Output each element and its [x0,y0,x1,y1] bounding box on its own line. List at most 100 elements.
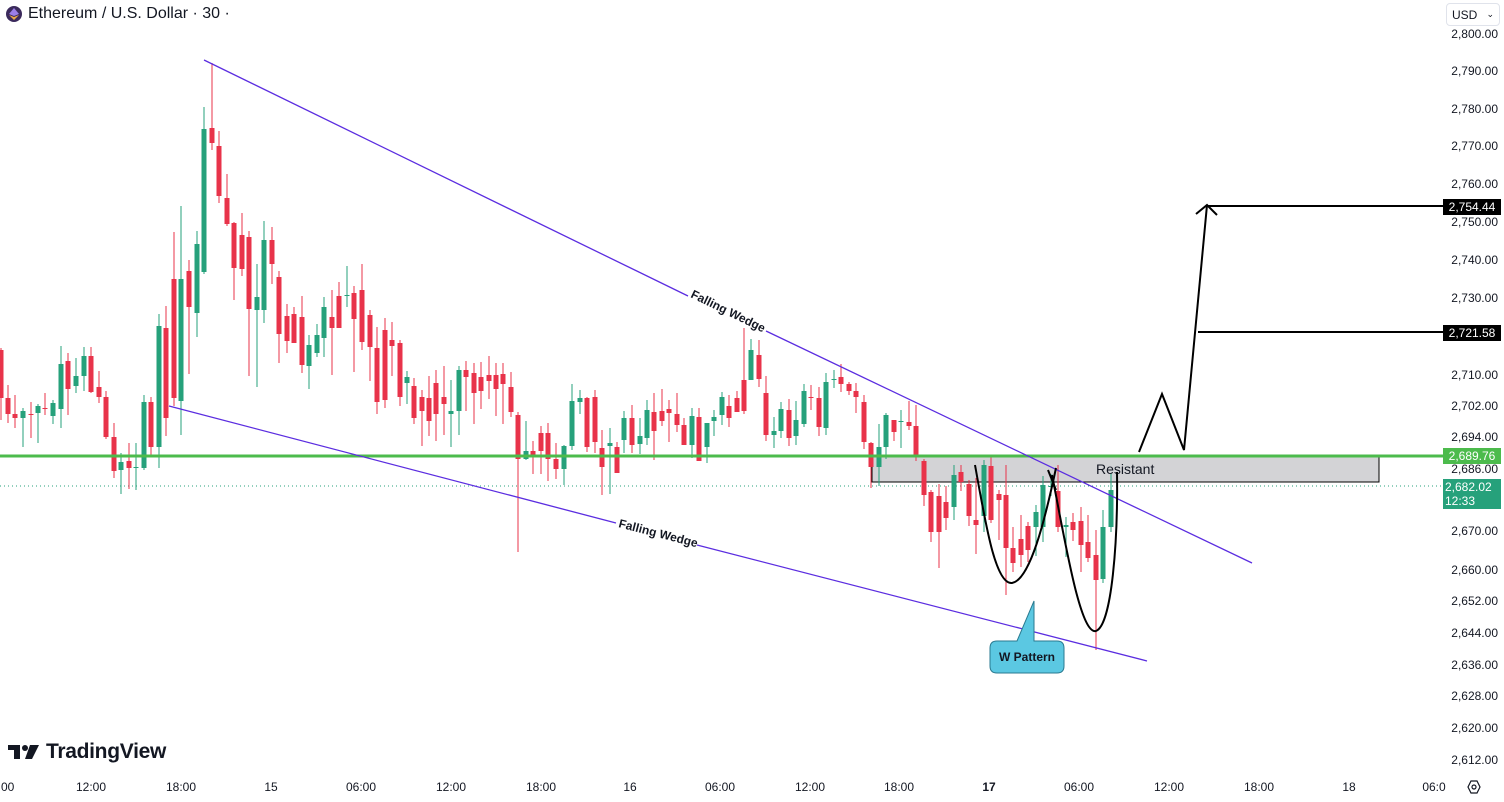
candle [1040,476,1046,542]
candle [321,297,327,357]
candle [367,310,373,381]
candle [411,378,417,424]
candle [689,408,695,458]
price-axis-label: 2,686.00 [1451,462,1498,476]
wedge-upper-trendline-b[interactable] [765,330,1253,564]
candle [88,347,94,393]
candle [988,456,994,523]
candle [801,384,807,427]
candle [577,390,583,414]
candle [883,413,889,459]
candle [748,339,754,380]
w-pattern-right-curve[interactable] [1051,471,1119,632]
candle [306,335,312,389]
candle [1003,465,1009,595]
time-axis-label: 12:00 [435,780,467,794]
candle [891,420,897,441]
candle [861,395,867,449]
candle [928,490,934,542]
time-axis-label: 06:00 [1063,780,1095,794]
candle [1078,507,1084,572]
candle [194,231,200,337]
price-tag: 2,754.44 [1443,199,1501,215]
candle [666,400,672,442]
candle [936,484,942,568]
candle [171,232,177,406]
candle [456,366,462,435]
candle [314,324,320,357]
price-axis-label: 2,780.00 [1451,102,1498,116]
currency-select[interactable]: USD ⌄ [1446,3,1500,26]
wedge-upper-trendline-a[interactable] [203,59,689,297]
wedge-lower-trendline-b[interactable] [696,544,1148,662]
price-axis-label: 2,694.00 [1451,430,1498,444]
candle [336,282,342,328]
price-axis-label: 2,800.00 [1451,27,1498,41]
candle [231,222,237,300]
time-axis-label: 18:00 [883,780,915,794]
price-axis-label: 2,790.00 [1451,64,1498,78]
candle [426,376,432,436]
candle [584,397,590,452]
candle [156,314,162,468]
wedge-lower-trendline-a[interactable] [168,405,617,524]
candle [118,453,124,494]
price-axis-label: 2,670.00 [1451,524,1498,538]
time-axis-label: 16 [623,780,637,794]
candle [523,421,529,460]
candle [374,327,380,414]
time-axis-label: 06:0 [1422,780,1446,794]
candle [816,387,822,436]
candle [65,353,71,415]
candle [261,221,267,323]
candle [943,486,949,530]
candle [389,322,395,376]
candle [726,395,732,427]
price-tag: 2,721.58 [1443,325,1501,341]
price-axis-label: 2,652.00 [1451,594,1498,608]
price-axis-label: 2,628.00 [1451,689,1498,703]
candle [838,364,844,392]
candle [276,271,282,363]
w-pattern-left-curve[interactable] [974,464,1057,584]
candle [96,371,102,403]
projection-path[interactable] [1138,204,1208,453]
candle [81,347,87,391]
symbol-title: Ethereum / U.S. Dollar · 30 · [28,5,230,22]
price-axis-label: 2,612.00 [1451,753,1498,767]
candle [486,356,492,399]
candle [921,459,927,506]
candle [5,385,11,423]
resistance-label: Resistant [1096,461,1154,477]
settings-icon[interactable] [1466,779,1482,795]
candle [103,391,109,439]
candle [209,63,215,150]
symbol-title-bar[interactable]: Ethereum / U.S. Dollar · 30 · [6,4,230,24]
candle [786,399,792,446]
time-axis-label: 18:00 [165,780,197,794]
candle [163,306,169,436]
candle [996,490,1002,540]
time-axis-label: :00 [0,780,15,794]
price-axis-label: 2,770.00 [1451,139,1498,153]
tradingview-logo[interactable]: TradingView [8,740,166,764]
currency-value: USD [1452,7,1478,22]
price-tag: 2,682.02 12:33 [1443,479,1501,509]
w-pattern-callout[interactable] [989,600,1065,674]
price-axis-label: 2,644.00 [1451,626,1498,640]
candle [808,385,814,410]
candle [448,380,454,447]
candle [756,340,762,387]
price-axis-label: 2,636.00 [1451,658,1498,672]
price-tag: 2,689.76 [1443,448,1501,464]
price-axis-label: 2,620.00 [1451,721,1498,735]
candle [1108,473,1114,532]
candle [1010,527,1016,572]
candle [478,362,484,409]
candle [493,363,499,416]
candle [239,213,245,276]
candle [133,443,139,490]
time-axis-label: 18 [1342,780,1356,794]
